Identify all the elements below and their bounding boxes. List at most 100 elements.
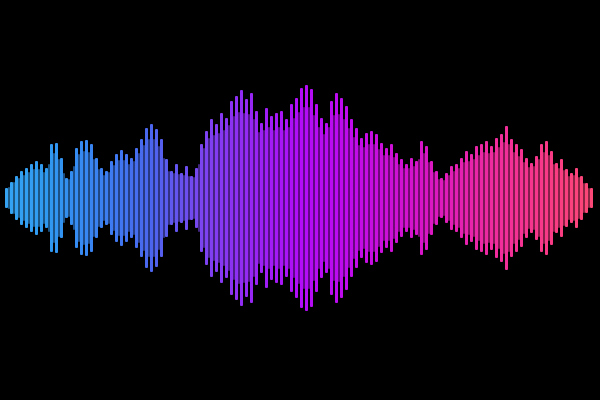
waveform-bar xyxy=(170,171,173,225)
waveform-bar xyxy=(365,133,368,263)
waveform-bar xyxy=(30,164,33,232)
waveform-shadow-bar xyxy=(393,157,395,239)
waveform-shadow-bar xyxy=(478,155,480,241)
waveform-bar xyxy=(130,158,133,238)
waveform-bar xyxy=(395,153,398,243)
waveform-shadow-bar xyxy=(103,175,105,221)
waveform-shadow-bar xyxy=(33,169,35,227)
waveform-bar xyxy=(340,98,343,298)
waveform-shadow-bar xyxy=(98,169,100,227)
waveform-shadow-bar xyxy=(493,152,495,244)
waveform-bar xyxy=(570,173,573,223)
waveform-bar xyxy=(35,161,38,235)
waveform-bar xyxy=(260,123,263,273)
waveform-shadow-bar xyxy=(53,153,55,243)
waveform-bar xyxy=(540,144,543,252)
waveform-shadow-bar xyxy=(348,128,350,268)
waveform-shadow-bar xyxy=(78,154,80,242)
waveform-bar xyxy=(90,144,93,252)
waveform-shadow-bar xyxy=(83,151,85,245)
waveform-bar xyxy=(305,85,308,311)
waveform-shadow-bar xyxy=(73,166,75,230)
waveform-bar xyxy=(420,141,423,255)
waveform-bar xyxy=(290,104,293,292)
waveform-shadow-bar xyxy=(223,130,225,266)
waveform-bar xyxy=(285,119,288,277)
waveform-bar xyxy=(470,154,473,242)
waveform-bar xyxy=(10,182,13,214)
waveform-bar xyxy=(105,171,108,225)
waveform-bar xyxy=(230,101,233,295)
waveform-shadow-bar xyxy=(553,164,555,232)
waveform-shadow-bar xyxy=(383,155,385,241)
waveform-shadow-bar xyxy=(508,144,510,252)
waveform-bar xyxy=(450,166,453,230)
waveform-bar xyxy=(510,139,513,257)
waveform-shadow-bar xyxy=(538,159,540,237)
waveform-shadow-bar xyxy=(373,144,375,252)
waveform-shadow-bar xyxy=(213,135,215,261)
waveform-shadow-bar xyxy=(168,171,170,225)
waveform-bar xyxy=(45,168,48,228)
waveform-shadow-bar xyxy=(228,125,230,271)
waveform-shadow-bar xyxy=(468,161,470,235)
waveform-shadow-bar xyxy=(418,159,420,237)
waveform-bar xyxy=(185,166,188,230)
waveform-bar xyxy=(135,148,138,248)
waveform-bar xyxy=(430,161,433,235)
waveform-bar xyxy=(545,141,548,255)
waveform-shadow-bar xyxy=(558,168,560,228)
waveform-bar xyxy=(225,118,228,278)
waveform-bar xyxy=(165,159,168,237)
waveform-bar xyxy=(360,138,363,258)
waveform-shadow-bar xyxy=(528,167,530,229)
waveform-bar xyxy=(20,171,23,225)
waveform-shadow-bar xyxy=(458,168,460,228)
waveform-bar xyxy=(140,139,143,257)
waveform-bar xyxy=(515,144,518,252)
waveform-shadow-bar xyxy=(368,144,370,252)
waveform-bar xyxy=(15,176,18,220)
waveform-shadow-bar xyxy=(533,166,535,230)
waveform-shadow-bar xyxy=(403,168,405,228)
waveform-bar xyxy=(465,151,468,245)
waveform-shadow-bar xyxy=(113,165,115,231)
waveform-shadow-bar xyxy=(453,171,455,225)
waveform-shadow-bar xyxy=(218,133,220,263)
waveform-bar xyxy=(150,124,153,272)
waveform-shadow-bar xyxy=(568,176,570,220)
waveform-bar xyxy=(205,131,208,265)
waveform-bar xyxy=(355,128,358,268)
waveform-bar xyxy=(110,161,113,235)
waveform-shadow-bar xyxy=(148,139,150,257)
waveform-bar xyxy=(220,113,223,283)
waveform-bar xyxy=(175,164,178,232)
waveform-bar xyxy=(400,159,403,237)
waveform-shadow-bar xyxy=(323,134,325,262)
waveform-bar xyxy=(25,168,28,228)
waveform-shadow-bar xyxy=(443,180,445,216)
waveform-shadow-bar xyxy=(293,118,295,278)
waveform-shadow-bar xyxy=(353,137,355,259)
waveform-shadow-bar xyxy=(333,115,335,281)
waveform-bar xyxy=(195,168,198,228)
waveform-shadow-bar xyxy=(178,174,180,222)
waveform-shadow-bar xyxy=(413,166,415,230)
waveform-shadow-bar xyxy=(163,158,165,238)
waveform-shadow-bar xyxy=(133,161,135,235)
waveform-bar xyxy=(180,173,183,223)
waveform-shadow-bar xyxy=(328,127,330,269)
waveform-shadow-bar xyxy=(238,112,240,284)
waveform-shadow-bar xyxy=(378,149,380,247)
waveform-bar xyxy=(350,119,353,277)
waveform-shadow-bar xyxy=(278,127,280,269)
waveform-bar xyxy=(295,98,298,298)
waveform-bar xyxy=(325,123,328,273)
waveform-bar xyxy=(80,141,83,255)
waveform-shadow-bar xyxy=(268,127,270,269)
waveform-bar xyxy=(280,111,283,285)
waveform-bar xyxy=(405,164,408,232)
waveform-shadow-bar xyxy=(48,164,50,232)
waveform-shadow-bar xyxy=(43,172,45,224)
